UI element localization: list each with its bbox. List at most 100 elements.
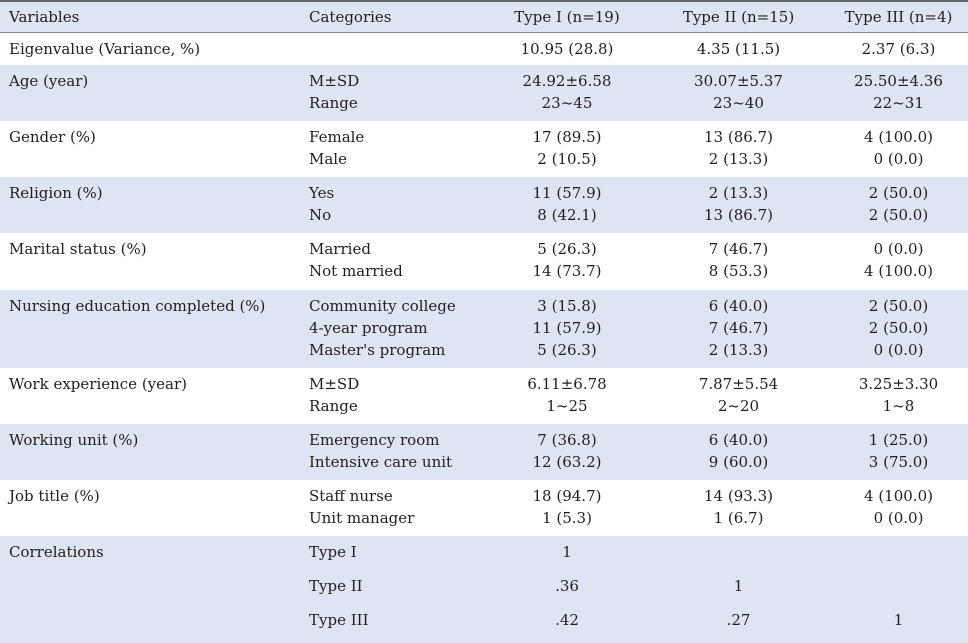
type-1-cell-line: 17 (89.5) xyxy=(532,128,602,146)
category-cell: M±SD Range xyxy=(309,368,477,424)
type-3-cell: 1 (25.0) 3 (75.0) xyxy=(820,424,968,480)
type-1-cell-line: 3 (15.8) xyxy=(537,297,597,315)
type-3-cell-line: 1~8 xyxy=(882,397,915,415)
correlation-type-1-line: 1 xyxy=(562,543,572,561)
type-3-cell-line: 2.37 (6.3) xyxy=(861,39,936,58)
type-1-cell-line: 18 (94.7) xyxy=(532,487,602,505)
type-2-cell-line: 1 (6.7) xyxy=(713,509,764,527)
correlations-row: Correlations Type I Type II Type III 1 .36 .42… xyxy=(0,536,968,643)
correlation-type-2-line: .27 xyxy=(726,611,751,629)
header-type-3: Type III (n=4) xyxy=(820,0,968,33)
correlation-category-line: Type I xyxy=(309,543,357,561)
table-row: Gender (%) Female Male 17 (89.5) 2 (10.5) 13 … xyxy=(0,121,968,177)
table-row: Job title (%) Staff nurse Unit manager 18 (… xyxy=(0,480,968,536)
variable-label: Age (year) xyxy=(0,65,309,121)
category-cell: Staff nurse Unit manager xyxy=(309,480,477,536)
category-cell: Married Not married xyxy=(309,233,477,290)
type-1-cell: 17 (89.5) 2 (10.5) xyxy=(477,121,657,177)
type-2-cell-line: 13 (86.7) xyxy=(704,128,773,146)
category-cell-line: Female xyxy=(309,128,365,146)
category-cell-line: M±SD xyxy=(309,72,360,90)
correlation-type-3-line xyxy=(820,575,968,609)
type-1-cell: 24.92±6.58 23~45 xyxy=(477,65,657,121)
variable-label: Working unit (%) xyxy=(0,424,309,480)
type-3-cell-line: 2 (50.0) xyxy=(868,206,929,224)
correlation-category-line: Type II xyxy=(309,577,363,595)
type-1-cell: 6.11±6.78 1~25 xyxy=(477,368,657,424)
type-3-cell-line: 4 (100.0) xyxy=(864,128,933,146)
category-cell: M±SD Range xyxy=(309,65,477,121)
category-cell: Female Male xyxy=(309,121,477,177)
category-cell: Emergency room Intensive care unit xyxy=(309,424,477,480)
type-3-cell: 4 (100.0) 0 (0.0) xyxy=(820,480,968,536)
variable-label: Religion (%) xyxy=(0,177,309,233)
correlation-type-3-line xyxy=(820,541,968,575)
category-cell-line: Not married xyxy=(309,262,403,280)
type-2-cell-line: 8 (53.3) xyxy=(708,262,769,280)
type-1-cell: 18 (94.7) 1 (5.3) xyxy=(477,480,657,536)
variable-label: Job title (%) xyxy=(9,487,100,505)
variable-label: Correlations xyxy=(0,536,309,643)
correlation-type-3: 1 xyxy=(820,536,968,643)
category-cell-line: Range xyxy=(309,397,358,415)
type-3-cell: 2.37 (6.3) xyxy=(820,32,968,65)
type-1-cell-line: 7 (36.8) xyxy=(537,431,597,449)
correlation-category: Type I Type II Type III xyxy=(309,536,477,643)
type-2-cell-line: 2 (13.3) xyxy=(708,184,769,202)
type-1-cell: 5 (26.3) 14 (73.7) xyxy=(477,233,657,290)
type-3-cell-line: 4 (100.0) xyxy=(864,262,933,280)
category-cell-line: Emergency room xyxy=(309,431,440,449)
type-1-cell-line: 12 (63.2) xyxy=(532,453,602,471)
table-body: Eigenvalue (Variance, %) 10.95 (28.8) 4.35… xyxy=(0,32,968,643)
type-1-cell-line: 11 (57.9) xyxy=(532,319,602,337)
type-1-cell-line: 1~25 xyxy=(546,397,588,415)
type-2-cell-line: 2 (13.3) xyxy=(708,150,769,168)
type-2-cell-line: 7 (46.7) xyxy=(708,319,769,337)
table-row: Eigenvalue (Variance, %) 10.95 (28.8) 4.35… xyxy=(0,32,968,65)
type-2-cell-line: 6 (40.0) xyxy=(708,297,769,315)
type-3-cell-line: 3 (75.0) xyxy=(868,453,929,471)
type-2-cell: 6 (40.0) 7 (46.7) 2 (13.3) xyxy=(657,290,820,368)
type-3-cell: 2 (50.0) 2 (50.0) 0 (0.0) xyxy=(820,290,968,368)
table-row: Work experience (year) M±SD Range 6.11±6.78… xyxy=(0,368,968,424)
category-cell-line: Community college xyxy=(309,297,456,315)
category-cell: Community college 4-year program Master's … xyxy=(309,290,477,368)
type-3-cell: 25.50±4.36 22~31 xyxy=(820,65,968,121)
category-cell-line: Range xyxy=(309,94,358,112)
type-2-cell: 14 (93.3) 1 (6.7) xyxy=(657,480,820,536)
type-3-cell: 3.25±3.30 1~8 xyxy=(820,368,968,424)
type-2-cell: 30.07±5.37 23~40 xyxy=(657,65,820,121)
type-2-cell: 2 (13.3) 13 (86.7) xyxy=(657,177,820,233)
type-3-cell: 4 (100.0) 0 (0.0) xyxy=(820,121,968,177)
type-3-cell: 2 (50.0) 2 (50.0) xyxy=(820,177,968,233)
correlation-type-3-line: 1 xyxy=(893,611,904,629)
type-1-cell-line: 6.11±6.78 xyxy=(527,375,607,393)
variable-label: Gender (%) xyxy=(9,128,96,146)
correlation-type-2-line xyxy=(657,541,820,575)
correlation-category-line: Type III xyxy=(309,611,369,629)
variable-label: Eigenvalue (Variance, %) xyxy=(9,39,201,58)
type-1-cell-line: 5 (26.3) xyxy=(537,240,597,258)
table-row: Nursing education completed (%) Community… xyxy=(0,290,968,368)
type-2-cell: 6 (40.0) 9 (60.0) xyxy=(657,424,820,480)
correlation-type-1: 1 .36 .42 xyxy=(477,536,657,643)
type-1-cell: 11 (57.9) 8 (42.1) xyxy=(477,177,657,233)
type-2-cell-line: 2 (13.3) xyxy=(708,341,769,359)
type-2-cell-line: 6 (40.0) xyxy=(708,431,769,449)
type-1-cell-line: 8 (42.1) xyxy=(537,206,597,224)
type-3-cell-line: 4 (100.0) xyxy=(864,487,933,505)
category-cell-line: Male xyxy=(309,150,347,168)
type-2-cell-line: 2~20 xyxy=(717,397,760,415)
variable-label: Nursing education completed (%) xyxy=(0,290,309,368)
type-1-cell-line: 11 (57.9) xyxy=(532,184,602,202)
type-1-cell: 7 (36.8) 12 (63.2) xyxy=(477,424,657,480)
category-cell-line: Married xyxy=(309,240,371,258)
type-2-cell: 7 (46.7) 8 (53.3) xyxy=(657,233,820,290)
type-3-cell-line: 25.50±4.36 xyxy=(854,72,943,90)
category-cell-line: No xyxy=(309,206,332,224)
type-2-cell-line: 14 (93.3) xyxy=(704,487,773,505)
type-1-cell-line: 1 (5.3) xyxy=(542,509,592,527)
type-2-cell-line: 4.35 (11.5) xyxy=(696,39,781,58)
type-3-cell-line: 2 (50.0) xyxy=(868,184,929,202)
